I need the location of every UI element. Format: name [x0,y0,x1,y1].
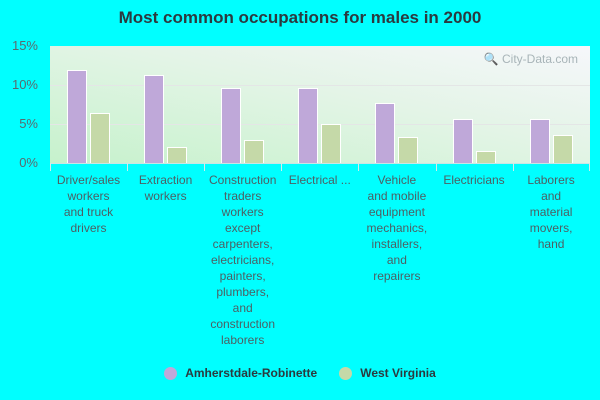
chart-title: Most common occupations for males in 200… [118,8,482,27]
bar-amherstdale[interactable] [375,102,396,163]
bar-west-virginia[interactable] [90,113,110,163]
x-tick [358,163,360,171]
bar-amherstdale[interactable] [144,74,165,163]
bar-west-virginia[interactable] [167,147,188,163]
x-axis [50,163,590,164]
y-tick-15: 15% [11,38,38,53]
gridline-10 [50,85,590,86]
x-tick [50,163,51,171]
plot-area: 🔍 City-Data.com [50,46,590,163]
legend-dot-icon [339,366,353,380]
x-category-label: Extraction workers [138,173,193,203]
bar-west-virginia[interactable] [475,151,496,163]
legend-item-amherstdale[interactable]: Amherstdale-Robinette [164,366,317,380]
bar-amherstdale[interactable] [452,119,473,163]
bar-west-virginia[interactable] [321,124,342,163]
y-tick-10: 10% [11,77,38,92]
x-tick [512,163,514,171]
bar-amherstdale[interactable] [221,88,242,163]
bar-west-virginia[interactable] [244,140,265,163]
legend-dot-icon [164,366,178,380]
bar-west-virginia[interactable] [398,137,419,163]
x-tick [588,163,590,171]
x-category-label: Electrical ... [288,173,351,187]
bar-amherstdale[interactable] [298,88,319,163]
x-category-label: Driver/sales workers and truck drivers [56,173,121,235]
bar-west-virginia[interactable] [552,134,573,163]
x-tick [281,163,283,171]
bar-amherstdale[interactable] [67,70,87,163]
x-tick [127,163,129,171]
x-category-label: Laborers and material movers, hand [527,173,575,251]
x-category-label: Electricians [443,173,505,187]
legend: Amherstdale-Robinette West Virginia [0,366,600,380]
magnifier-icon: 🔍 [483,52,499,66]
x-category-label: Construction traders workers except carpente… [209,173,277,347]
y-tick-5: 5% [19,116,38,131]
x-tick [204,163,206,171]
bar-amherstdale[interactable] [529,119,550,163]
y-tick-0: 0% [19,155,38,170]
x-category-label: Vehicle and mobile equipment mechanics, inst… [366,173,428,283]
gridline-5 [50,124,590,125]
watermark: 🔍 City-Data.com [483,52,578,66]
legend-item-west-virginia[interactable]: West Virginia [339,366,436,380]
x-tick [435,163,437,171]
